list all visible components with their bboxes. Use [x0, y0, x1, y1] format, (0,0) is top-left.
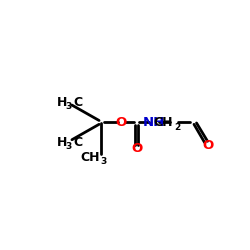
Text: C: C: [73, 136, 82, 149]
Text: CH: CH: [153, 116, 173, 129]
Text: 3: 3: [65, 142, 71, 151]
Text: C: C: [73, 96, 82, 109]
Text: 2: 2: [174, 123, 180, 132]
Text: 3: 3: [101, 157, 107, 166]
Text: H: H: [57, 136, 67, 149]
Text: 3: 3: [65, 102, 71, 111]
Text: NH: NH: [143, 116, 166, 129]
Text: CH: CH: [80, 150, 100, 164]
Text: H: H: [57, 96, 67, 109]
Text: O: O: [116, 116, 127, 129]
Text: O: O: [202, 139, 213, 152]
Text: O: O: [131, 142, 142, 155]
